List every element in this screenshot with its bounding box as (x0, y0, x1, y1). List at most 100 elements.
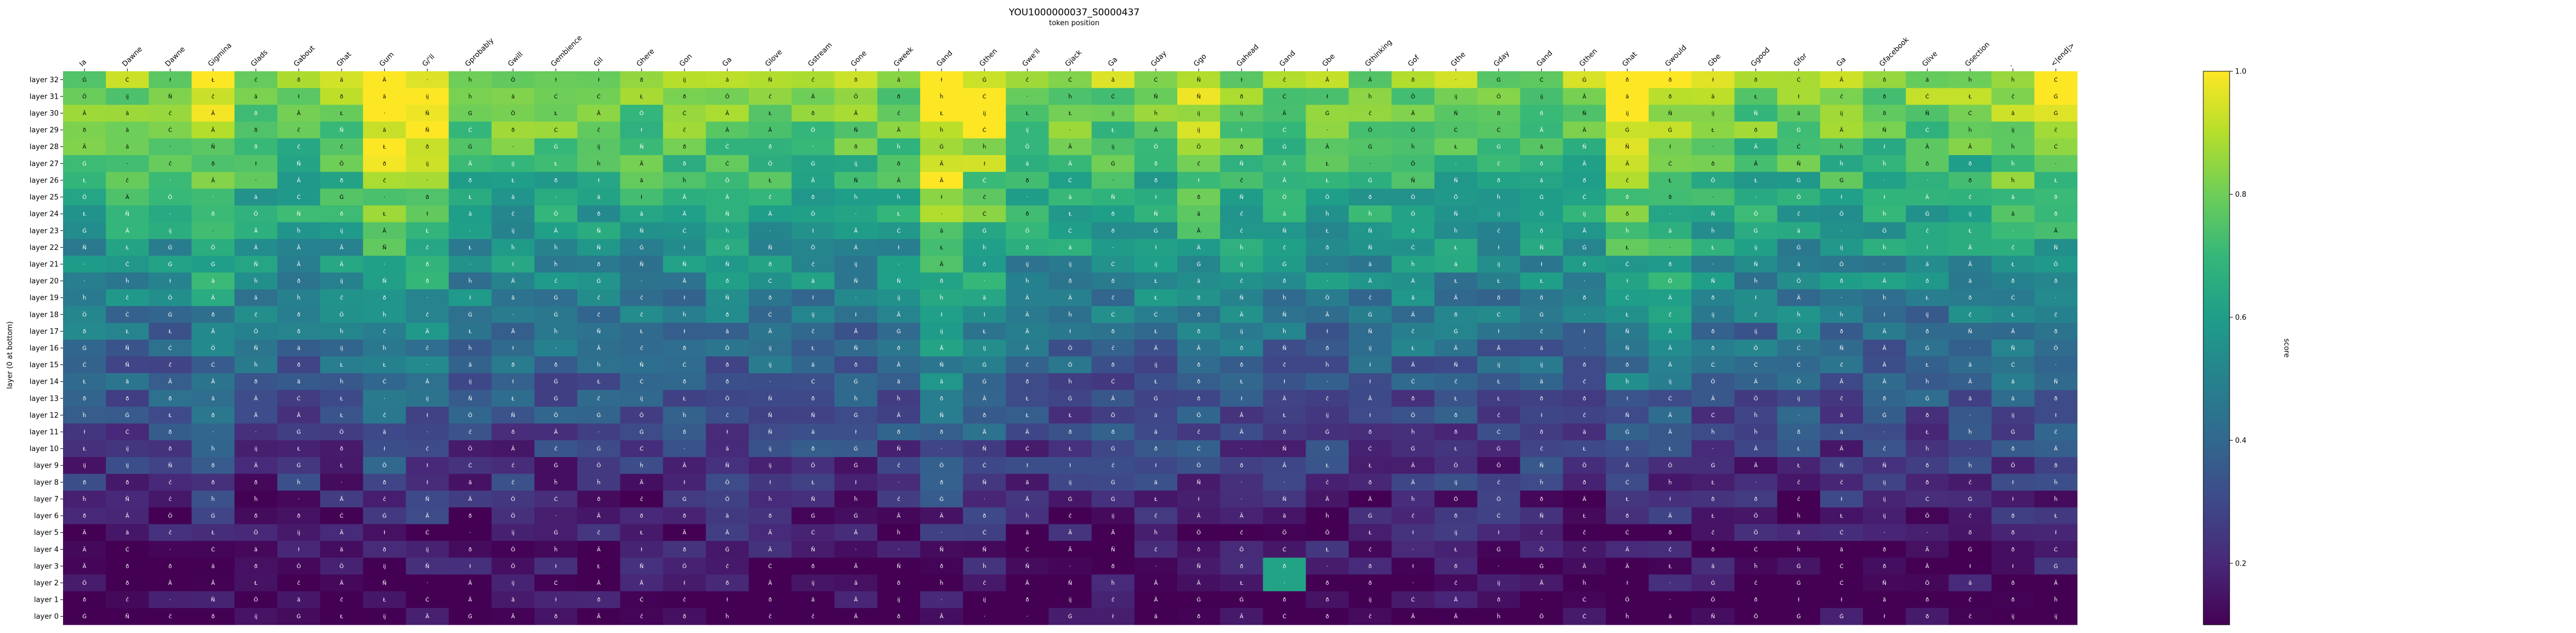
heatmap-cell (2034, 255, 2078, 273)
cell-token: ĉ (469, 429, 472, 436)
y-tick-label: layer 10 (30, 445, 59, 453)
cell-token: Ł (511, 178, 515, 184)
heatmap-cell (791, 608, 835, 625)
cell-token: Ł (1540, 278, 1543, 284)
cell-token: ã (126, 379, 129, 385)
cell-token: ð (1968, 161, 1971, 167)
cell-token: ĥ (1539, 478, 1543, 486)
heatmap-cell (1091, 155, 1135, 173)
x-tick-label: Gsection (1964, 41, 1992, 69)
cell-token: ĉ (1411, 328, 1415, 335)
cell-token: · (1369, 161, 1371, 167)
heatmap-cell (1006, 608, 1049, 625)
cell-token: Ł (82, 178, 86, 184)
heatmap-cell (1948, 71, 1992, 89)
heatmap-cell (1477, 457, 1520, 474)
heatmap-cell (663, 507, 706, 524)
cell-token: Ö (1411, 160, 1415, 167)
heatmap-cell (448, 373, 492, 390)
heatmap-cell (277, 540, 321, 558)
heatmap-cell (1948, 289, 1992, 306)
heatmap-cell (491, 88, 535, 105)
cell-token: Ä (726, 193, 730, 201)
heatmap-cell (1348, 105, 1392, 122)
heatmap-cell (577, 289, 620, 306)
heatmap-cell (1220, 105, 1263, 122)
heatmap-cell (1520, 88, 1564, 105)
cell-token: ð (1626, 362, 1629, 368)
cell-token: · (1241, 480, 1243, 486)
heatmap-cell (920, 323, 964, 340)
heatmap-cell (920, 71, 964, 89)
heatmap-cell (149, 373, 192, 390)
cell-token: ł (2055, 413, 2056, 419)
heatmap-cell (1091, 591, 1135, 608)
cell-token: Ä (940, 512, 944, 520)
heatmap-cell (1006, 407, 1049, 424)
y-tick-label: layer 19 (30, 294, 59, 303)
cell-token: Ñ (640, 260, 643, 267)
cell-token: ð (340, 178, 343, 184)
cell-token: Ö (1625, 596, 1629, 603)
cell-token: ĥ (1111, 579, 1115, 586)
cell-token: · (770, 228, 771, 234)
cell-token: ð (297, 362, 300, 368)
heatmap-cell (1563, 88, 1606, 105)
cell-token: ĉ (426, 345, 429, 352)
heatmap-cell (1649, 222, 1692, 239)
cell-token: ð (1283, 563, 1286, 569)
cell-token: Ä (2054, 579, 2058, 586)
heatmap-cell (363, 524, 406, 541)
cell-token: ĉ (1797, 496, 1800, 503)
cell-token: Ñ (939, 412, 943, 419)
heatmap-cell (663, 272, 706, 290)
cell-token: ð (1711, 497, 1714, 503)
cell-token: Ñ (854, 127, 858, 134)
cell-token: Ġ (597, 412, 601, 419)
heatmap-cell (2034, 507, 2078, 524)
heatmap-cell (1177, 138, 1221, 156)
cell-token: ð (1326, 245, 1329, 251)
cell-token: ł (898, 245, 899, 251)
heatmap-cell (963, 608, 1006, 625)
cell-token: Ã (1968, 378, 1972, 385)
heatmap-cell (705, 289, 749, 306)
heatmap-cell (1391, 407, 1435, 424)
heatmap-cell (1220, 239, 1263, 256)
heatmap-cell (1691, 172, 1735, 189)
heatmap-cell (1048, 356, 1092, 374)
cell-token: Ġ (1925, 345, 1929, 352)
heatmap-cell (1520, 356, 1564, 374)
cell-token: ã (469, 362, 472, 368)
cell-token: Ö (682, 562, 687, 569)
cell-token: Ö (211, 244, 215, 251)
cell-token: Ã (1411, 613, 1415, 620)
heatmap-cell (534, 172, 578, 189)
cell-token: Ñ (1625, 412, 1629, 419)
heatmap-cell (1906, 205, 1949, 223)
cell-token: Ł (1025, 396, 1029, 402)
heatmap-cell (705, 222, 749, 239)
cell-token: ð (897, 94, 901, 100)
cell-token: Ċ (1625, 478, 1629, 486)
cell-token: ð (212, 614, 215, 620)
cell-token: · (770, 379, 771, 385)
cell-token: Ł (2011, 261, 2015, 267)
heatmap-cell (106, 121, 149, 139)
cell-token: ĉ (1583, 412, 1586, 419)
cell-token: Ä (940, 260, 944, 267)
heatmap-cell (234, 540, 278, 558)
cell-token: Ł (1497, 278, 1501, 284)
heatmap-cell (1520, 557, 1564, 575)
heatmap-cell (1777, 373, 1821, 390)
heatmap-cell (406, 339, 449, 357)
heatmap-cell (749, 491, 792, 508)
heatmap-cell (1006, 138, 1049, 156)
cell-token: ĥ (1625, 613, 1629, 620)
heatmap-cell (106, 356, 149, 374)
cell-token: Ã (468, 160, 472, 167)
cell-token: ł (1712, 77, 1714, 83)
cell-token: Ö (211, 345, 215, 352)
heatmap-cell (406, 457, 449, 474)
heatmap-cell (963, 491, 1006, 508)
